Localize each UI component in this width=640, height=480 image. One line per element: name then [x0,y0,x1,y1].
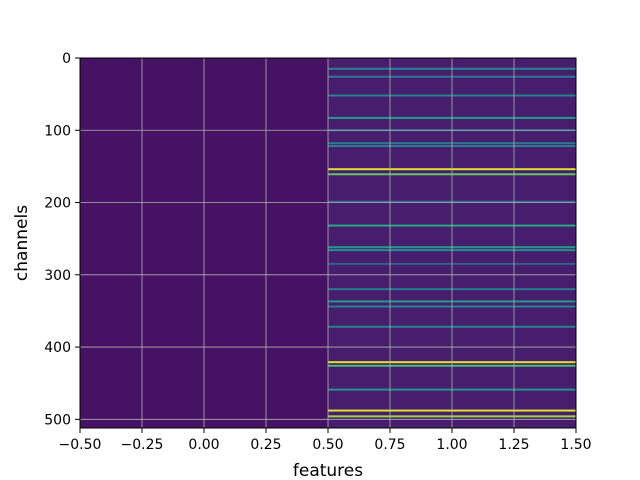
x-tick-label: 0.50 [312,437,343,453]
y-tick-label: 0 [62,51,71,67]
y-tick-label: 500 [44,412,71,428]
x-tick-label: −0.50 [59,437,102,453]
x-tick-label: 0.75 [374,437,405,453]
y-tick-label: 100 [44,123,71,139]
x-tick-label: 0.25 [250,437,281,453]
x-tick-label: 1.25 [498,437,529,453]
x-tick-label: −0.25 [121,437,164,453]
x-tick-label: 1.50 [560,437,591,453]
x-tick-label: 0.00 [188,437,219,453]
y-tick-label: 400 [44,340,71,356]
y-axis-ticks: 0 100 200 300 400 500 [44,51,80,428]
y-tick-label: 300 [44,268,71,284]
x-tick-label: 1.00 [436,437,467,453]
y-tick-label: 200 [44,196,71,212]
x-axis-ticks: −0.50 −0.25 0.00 0.25 0.50 0.75 1.00 1.25 1.50 [59,428,592,453]
x-axis-label: features [293,461,363,480]
y-axis-label: channels [12,205,32,281]
